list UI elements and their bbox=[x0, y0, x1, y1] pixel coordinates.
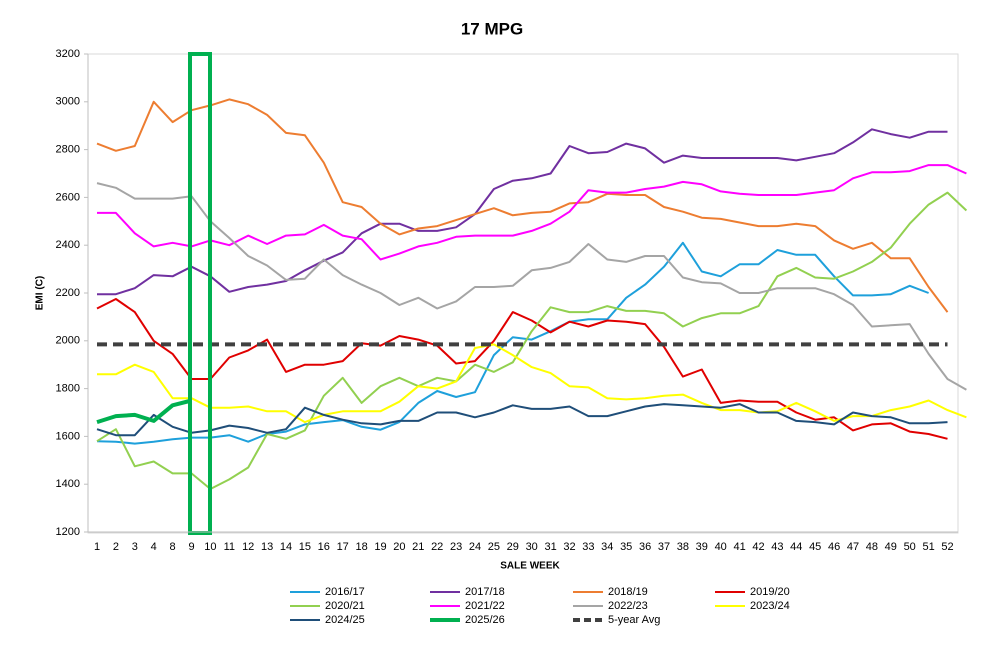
x-tick-label: 14 bbox=[280, 541, 292, 553]
x-tick-label: 49 bbox=[885, 541, 897, 553]
x-tick-label: 43 bbox=[771, 541, 783, 553]
x-tick-label: 13 bbox=[261, 541, 273, 553]
series-group bbox=[96, 98, 968, 490]
x-tick-label: 36 bbox=[639, 541, 651, 553]
series-line bbox=[96, 241, 929, 445]
x-tick-label: 17 bbox=[337, 541, 349, 553]
y-tick-label: 2400 bbox=[56, 239, 80, 251]
x-tick-label: 39 bbox=[696, 541, 708, 553]
x-tick-label: 24 bbox=[469, 541, 481, 553]
y-tick-label: 2600 bbox=[56, 191, 80, 203]
x-tick-label: 35 bbox=[620, 541, 632, 553]
x-tick-label: 25 bbox=[488, 541, 500, 553]
x-tick-label: 48 bbox=[866, 541, 878, 553]
highlight-box bbox=[188, 52, 212, 535]
x-tick-label: 9 bbox=[188, 541, 194, 553]
x-tick-label: 3 bbox=[132, 541, 138, 553]
x-tick-label: 52 bbox=[941, 541, 953, 553]
y-tick-label: 1600 bbox=[56, 430, 80, 442]
x-tick-label: 45 bbox=[809, 541, 821, 553]
x-tick-label: 30 bbox=[526, 541, 538, 553]
legend-label: 2025/26 bbox=[465, 614, 505, 626]
x-tick-label: 51 bbox=[922, 541, 934, 553]
y-tick-label: 1200 bbox=[56, 526, 80, 538]
y-tick-label: 2800 bbox=[56, 144, 80, 156]
y-tick-label: 2200 bbox=[56, 287, 80, 299]
x-tick-label: 22 bbox=[431, 541, 443, 553]
x-tick-label: 15 bbox=[299, 541, 311, 553]
x-tick-label: 1 bbox=[94, 541, 100, 553]
legend-label: 2020/21 bbox=[325, 600, 365, 612]
chart-title: 17 MPG bbox=[461, 19, 523, 38]
x-tick-label: 8 bbox=[170, 541, 176, 553]
y-tick-label: 2000 bbox=[56, 335, 80, 347]
legend-label: 2024/25 bbox=[325, 614, 365, 626]
x-tick-label: 16 bbox=[318, 541, 330, 553]
series-line bbox=[96, 403, 948, 437]
x-tick-label: 4 bbox=[151, 541, 157, 553]
legend-label: 5-year Avg bbox=[608, 614, 660, 626]
x-tick-label: 23 bbox=[450, 541, 462, 553]
series-line bbox=[97, 128, 948, 296]
legend-label: 2022/23 bbox=[608, 600, 648, 612]
x-tick-label: 37 bbox=[658, 541, 670, 553]
x-tick-label: 42 bbox=[752, 541, 764, 553]
series-line bbox=[96, 298, 948, 440]
series-line bbox=[97, 343, 967, 424]
x-tick-label: 20 bbox=[393, 541, 405, 553]
x-tick-label: 12 bbox=[242, 541, 254, 553]
legend-label: 2018/19 bbox=[608, 586, 648, 598]
x-tick-label: 18 bbox=[355, 541, 367, 553]
series-line bbox=[96, 182, 967, 391]
x-tick-label: 31 bbox=[544, 541, 556, 553]
x-tick-label: 38 bbox=[677, 541, 689, 553]
x-tick-label: 40 bbox=[715, 541, 727, 553]
x-tick-label: 44 bbox=[790, 541, 802, 553]
series-line bbox=[96, 191, 968, 490]
x-tick-label: 46 bbox=[828, 541, 840, 553]
x-tick-label: 33 bbox=[582, 541, 594, 553]
x-tick-label: 32 bbox=[563, 541, 575, 553]
y-tick-label: 3200 bbox=[56, 48, 80, 60]
x-tick-label: 47 bbox=[847, 541, 859, 553]
x-tick-label: 41 bbox=[733, 541, 745, 553]
legend-label: 2019/20 bbox=[750, 586, 790, 598]
legend-label: 2021/22 bbox=[465, 600, 505, 612]
y-tick-label: 1800 bbox=[56, 383, 80, 395]
legend-label: 2016/17 bbox=[325, 586, 365, 598]
x-tick-label: 50 bbox=[904, 541, 916, 553]
series-line bbox=[97, 164, 967, 261]
legend-label: 2017/18 bbox=[465, 586, 505, 598]
series-line bbox=[96, 398, 192, 425]
x-tick-label: 21 bbox=[412, 541, 424, 553]
series-line bbox=[96, 98, 949, 313]
x-tick-label: 10 bbox=[204, 541, 216, 553]
x-tick-label: 2 bbox=[113, 541, 119, 553]
x-tick-label: 29 bbox=[507, 541, 519, 553]
x-axis-title: SALE WEEK bbox=[500, 561, 560, 572]
x-tick-label: 11 bbox=[224, 541, 235, 553]
y-axis-title: EMI (C) bbox=[35, 276, 46, 310]
plot-area bbox=[87, 53, 959, 534]
y-tick-label: 1400 bbox=[56, 478, 80, 490]
legend-label: 2023/24 bbox=[750, 600, 790, 612]
y-tick-label: 3000 bbox=[56, 96, 80, 108]
x-tick-label: 19 bbox=[374, 541, 386, 553]
x-tick-label: 34 bbox=[601, 541, 613, 553]
